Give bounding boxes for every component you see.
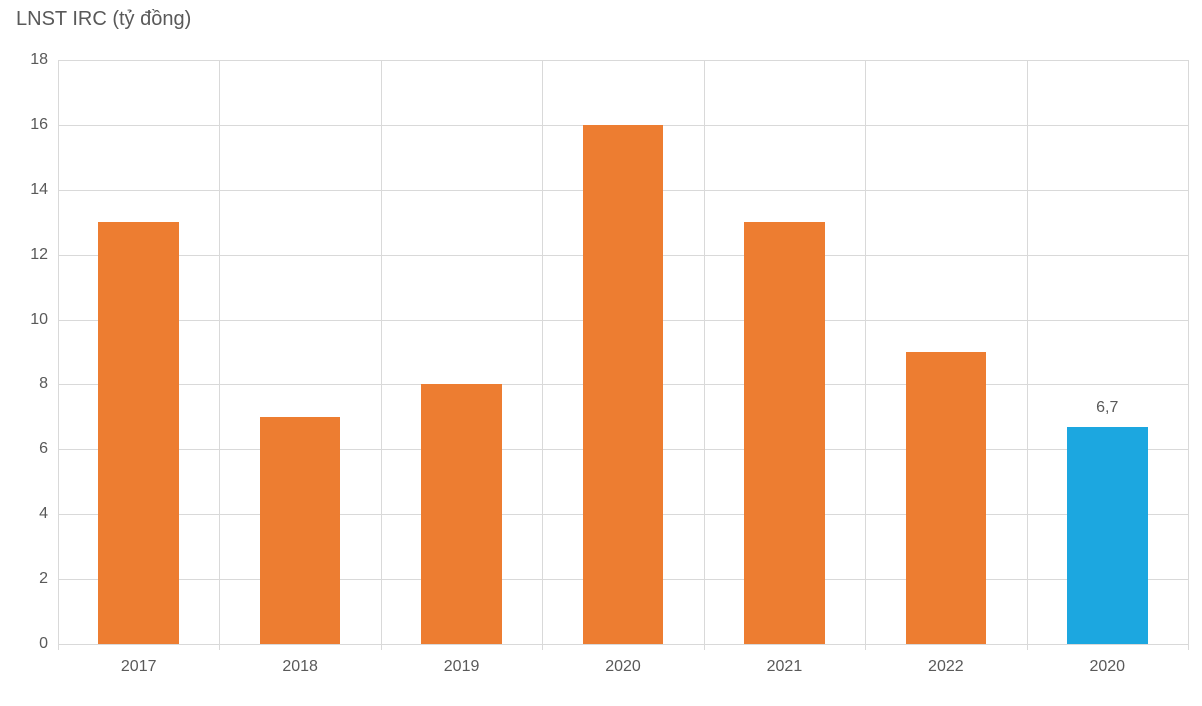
bar [260,417,341,644]
chart-title: LNST IRC (tỷ đồng) [16,8,191,31]
bar [1067,427,1148,644]
bar [744,222,825,644]
y-axis-tick-label: 2 [39,570,48,588]
y-axis-tick-label: 6 [39,440,48,458]
x-axis-tick-mark [865,644,866,650]
gridline-vertical [219,60,220,644]
x-axis-tick-mark [381,644,382,650]
y-axis-tick-label: 8 [39,375,48,393]
x-axis-tick-mark [219,644,220,650]
bar-chart: LNST IRC (tỷ đồng) 024681012141618201720… [0,0,1202,706]
bar [906,352,987,644]
gridline-vertical [865,60,866,644]
y-axis-tick-label: 12 [30,246,48,264]
y-axis-tick-label: 18 [30,51,48,69]
bar [583,125,664,644]
x-axis-tick-label: 2020 [605,658,641,676]
y-axis-tick-label: 0 [39,635,48,653]
y-axis-tick-label: 4 [39,505,48,523]
bar-data-label: 6,7 [1096,399,1118,417]
gridline-vertical [381,60,382,644]
gridline-vertical [1188,60,1189,644]
x-axis-tick-label: 2021 [767,658,803,676]
x-axis-tick-mark [1027,644,1028,650]
x-axis-tick-mark [704,644,705,650]
gridline-vertical [1027,60,1028,644]
y-axis-tick-label: 10 [30,311,48,329]
bar [421,384,502,644]
gridline-horizontal [58,60,1188,61]
x-axis-tick-label: 2019 [444,658,480,676]
gridline-vertical [704,60,705,644]
x-axis-tick-mark [58,644,59,650]
gridline-vertical [58,60,59,644]
x-axis-tick-label: 2022 [928,658,964,676]
gridline-horizontal [58,644,1188,645]
y-axis-tick-label: 16 [30,116,48,134]
bar [98,222,179,644]
plot-area: 0246810121416182017201820192020202120222… [58,60,1188,644]
x-axis-tick-label: 2020 [1089,658,1125,676]
x-axis-tick-label: 2018 [282,658,318,676]
x-axis-tick-mark [542,644,543,650]
x-axis-tick-label: 2017 [121,658,157,676]
y-axis-tick-label: 14 [30,181,48,199]
gridline-vertical [542,60,543,644]
x-axis-tick-mark [1188,644,1189,650]
